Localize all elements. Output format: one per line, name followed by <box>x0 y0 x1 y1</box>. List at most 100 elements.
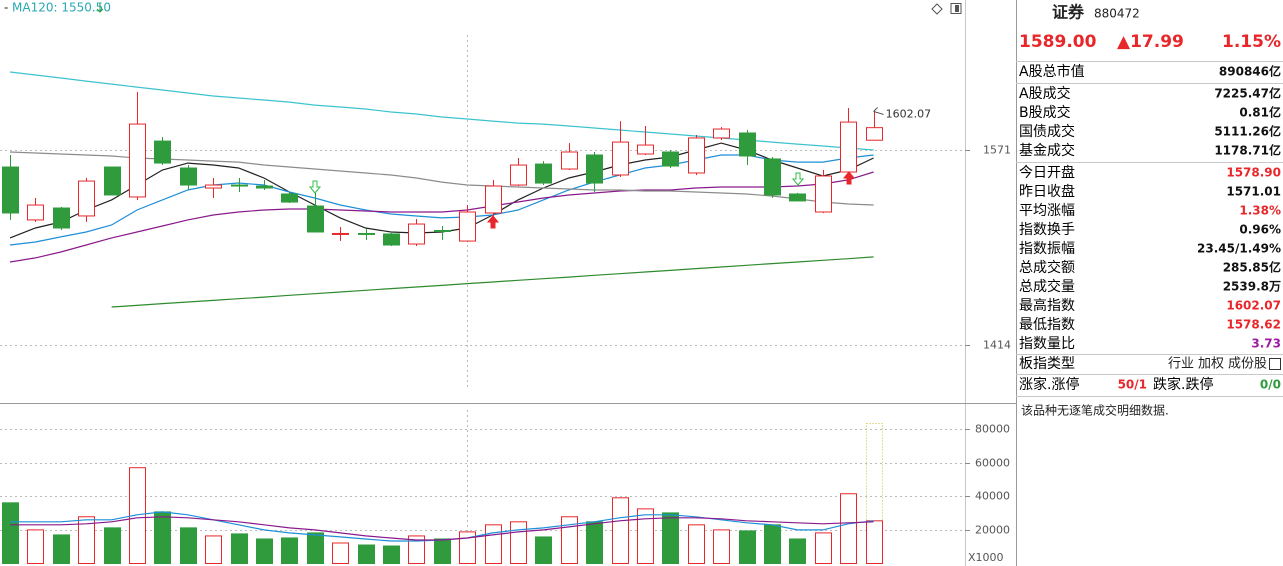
candle-body <box>358 232 375 235</box>
volume-bar <box>53 534 70 564</box>
volume-bar <box>561 516 578 565</box>
candle-body <box>637 144 654 155</box>
candle-body <box>434 229 451 232</box>
stat-label: 最低指数 <box>1019 317 1075 333</box>
stat-label: 今日开盘 <box>1019 164 1075 181</box>
icon-window[interactable] <box>950 3 962 14</box>
icon-diamond[interactable] <box>931 3 943 15</box>
sell-signal <box>308 180 322 194</box>
volume-ma-line <box>10 516 874 541</box>
stock-code: 880472 <box>1094 7 1140 21</box>
candle-body <box>332 232 349 235</box>
candle-body <box>408 223 425 245</box>
candle-body <box>612 141 629 176</box>
ma-line <box>9 151 874 206</box>
breadth-down-value: 0/0 <box>1260 378 1281 392</box>
volume-bar <box>586 521 603 565</box>
volume-bar <box>154 511 171 565</box>
candle-body <box>256 185 273 189</box>
stat-label: 总成交量 <box>1019 278 1075 295</box>
board-label: 板指类型 <box>1019 356 1075 372</box>
volume-bar <box>27 529 44 565</box>
stock-name: 证券 <box>1052 3 1085 22</box>
candle-body <box>586 154 603 184</box>
volume-bar <box>205 535 222 564</box>
volume-bar <box>739 530 756 565</box>
volume-bar <box>840 493 857 564</box>
candle-body <box>739 132 756 157</box>
volume-bar <box>78 516 95 565</box>
candle-body <box>383 233 400 246</box>
volume-bar <box>789 538 806 564</box>
candle-body <box>561 151 578 170</box>
stat-value: 0.96% <box>1239 223 1281 237</box>
candle-body <box>815 175 832 213</box>
y-tick-label: 80000 <box>975 423 1010 436</box>
stat-label: 昨日收盘 <box>1019 183 1075 200</box>
stat-label: 指数量比 <box>1019 336 1075 352</box>
candle-body <box>27 204 44 221</box>
volume-bar <box>459 531 476 564</box>
candle-body <box>764 158 781 196</box>
board-option[interactable]: 加权 <box>1198 356 1224 372</box>
candle-body <box>53 207 70 229</box>
ma-line <box>9 71 874 151</box>
stat-value: 0.81亿 <box>1239 105 1281 120</box>
volume-bar <box>383 545 400 564</box>
candle-body <box>180 167 197 186</box>
y-tick-label: 1414 <box>983 339 1011 352</box>
stat-value: 1578.90 <box>1226 166 1281 180</box>
breadth-down-label: 跌家.跌停 <box>1153 376 1213 393</box>
candle-body <box>485 185 502 214</box>
volume-bar <box>408 535 425 564</box>
volume-bar <box>281 537 298 564</box>
candle-body <box>104 166 121 196</box>
unit-label: X1000 <box>968 551 1004 564</box>
high-label: 1602.07 <box>886 107 932 120</box>
stat-value: 1178.71亿 <box>1214 143 1281 158</box>
candle-body <box>281 193 298 203</box>
candle-body <box>789 193 806 202</box>
buy-signal <box>486 215 500 229</box>
stat-value: 5111.26亿 <box>1214 124 1281 139</box>
candle-body <box>205 184 222 189</box>
ma-line <box>111 256 874 308</box>
candle-body <box>459 211 476 242</box>
candle-body <box>129 123 146 198</box>
stat-label: A股成交 <box>1019 85 1071 102</box>
legend-arrow <box>96 3 104 13</box>
stat-label: A股总市值 <box>1019 63 1085 80</box>
volume-bar <box>764 524 781 565</box>
stat-value: 1.38% <box>1239 204 1281 218</box>
candle-body <box>307 205 324 233</box>
ma-line <box>9 171 874 263</box>
volume-bar <box>662 512 679 564</box>
volume-bar <box>713 529 730 565</box>
stat-value: 1602.07 <box>1226 299 1281 313</box>
volume-bar <box>485 524 502 565</box>
volume-bar <box>180 527 197 565</box>
stat-label: 国债成交 <box>1019 123 1075 140</box>
y-tick-label: 20000 <box>975 524 1010 537</box>
candle-body <box>535 163 552 184</box>
candle-body <box>231 184 248 187</box>
stat-value: 2539.8万 <box>1223 280 1281 294</box>
volume-bar <box>129 467 146 564</box>
board-icon[interactable] <box>1269 358 1281 370</box>
candle-body <box>866 127 883 141</box>
volume-bar <box>612 497 629 564</box>
volume-bar <box>815 532 832 564</box>
legend-dash: - <box>4 1 8 15</box>
stat-value: 23.45/1.49% <box>1197 242 1281 256</box>
candle-body <box>662 151 679 167</box>
change-pct: 1.15% <box>1222 32 1281 52</box>
board-option[interactable]: 成份股 <box>1228 357 1267 372</box>
volume-bar <box>866 520 883 565</box>
stat-label: 指数换手 <box>1019 221 1075 238</box>
volume-bar <box>688 524 705 565</box>
stat-label: 总成交额 <box>1019 259 1075 276</box>
board-option[interactable]: 行业 <box>1168 357 1194 372</box>
volume-bar <box>434 538 451 564</box>
ma-label: MA120: 1550.50 <box>12 1 111 15</box>
